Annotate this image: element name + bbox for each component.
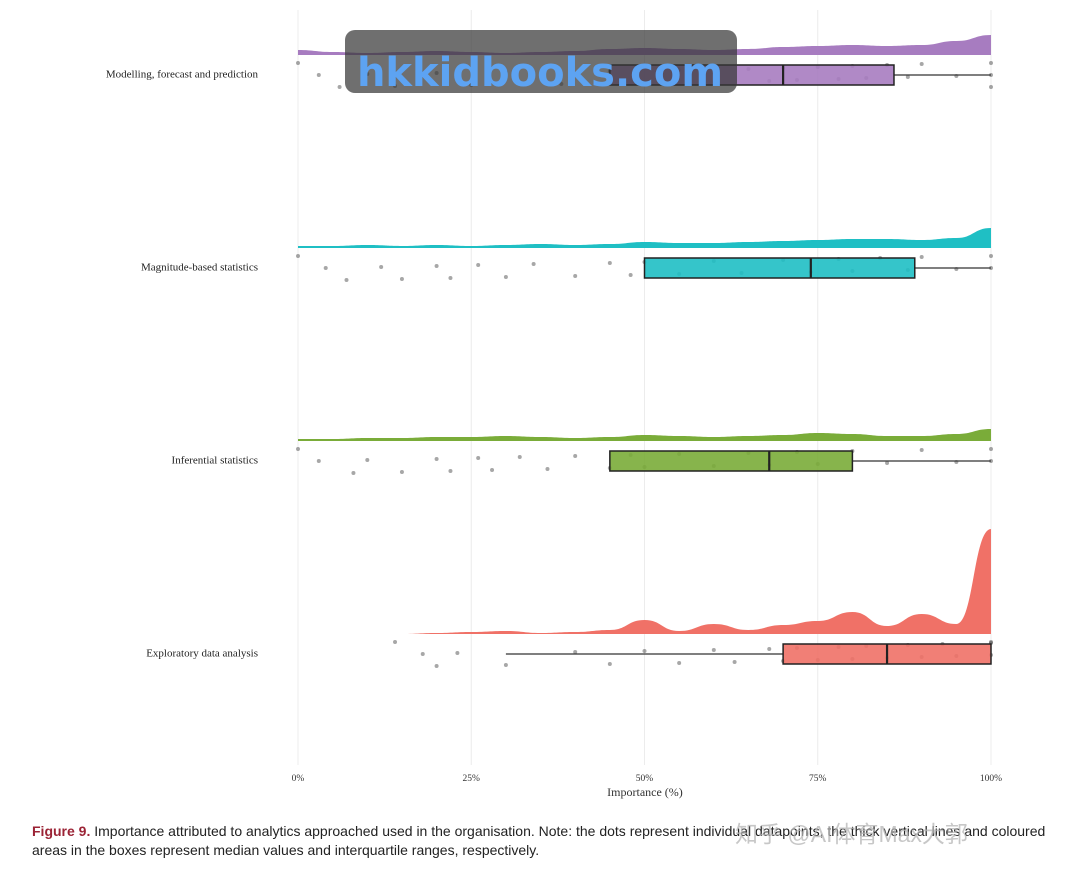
data-point	[989, 459, 993, 463]
data-point	[919, 255, 924, 259]
data-point	[885, 461, 890, 465]
x-tick-label: 100%	[980, 774, 1002, 784]
watermark: hkkidbooks.com	[357, 50, 723, 96]
data-point	[316, 459, 321, 463]
watermark-box	[345, 30, 737, 93]
data-point	[365, 458, 370, 462]
data-point	[399, 277, 404, 281]
x-tick-label: 0%	[292, 774, 305, 784]
data-point	[573, 650, 578, 654]
data-point	[919, 448, 924, 452]
data-point	[989, 254, 993, 258]
data-point	[954, 460, 959, 464]
data-point	[989, 640, 993, 644]
data-point	[919, 62, 924, 66]
box	[643, 257, 916, 279]
caption-label: Figure 9.	[32, 823, 91, 839]
data-point	[573, 274, 578, 278]
data-point	[989, 61, 993, 65]
data-point	[989, 73, 993, 77]
data-point	[337, 85, 342, 89]
watermark: 知乎 @AI体育Max大郭	[735, 821, 968, 847]
x-tick-label: 50%	[636, 774, 654, 784]
data-point	[379, 265, 384, 269]
data-point	[628, 273, 633, 277]
data-point	[455, 651, 460, 655]
data-point	[420, 652, 425, 656]
data-point	[434, 457, 439, 461]
data-point	[989, 266, 993, 270]
box	[609, 450, 854, 472]
data-point	[344, 278, 349, 282]
density	[298, 429, 991, 441]
data-point	[448, 276, 453, 280]
data-point	[767, 647, 772, 651]
x-tick-label: 25%	[463, 774, 481, 784]
category-label: Inferential statistics	[172, 455, 258, 467]
data-point	[296, 254, 300, 258]
caption: Figure 9. Importance attributed to analy…	[32, 822, 1072, 860]
data-point	[434, 664, 439, 668]
data-point	[711, 648, 716, 652]
data-point	[573, 454, 578, 458]
data-point	[954, 74, 959, 78]
data-point	[989, 85, 993, 89]
data-point	[989, 447, 993, 451]
data-point	[517, 455, 522, 459]
chart: Importance (%) 0% 25% 50% 75% 100% Modelling,…	[106, 10, 1002, 799]
data-point	[323, 266, 328, 270]
x-axis-label: Importance (%)	[607, 785, 683, 799]
data-point	[476, 263, 481, 267]
data-point	[607, 662, 612, 666]
data-point	[296, 447, 300, 451]
data-point	[490, 468, 495, 472]
data-point	[531, 262, 536, 266]
data-point	[476, 456, 481, 460]
data-point	[677, 661, 682, 665]
density	[298, 228, 991, 248]
density	[401, 529, 991, 634]
data-point	[399, 470, 404, 474]
caption-text: Importance attributed to analytics appro…	[32, 823, 1046, 858]
density	[298, 35, 991, 55]
data-point	[448, 469, 453, 473]
data-point	[296, 61, 300, 65]
category-label: Modelling, forecast and prediction	[106, 69, 259, 81]
data-point	[434, 264, 439, 268]
data-point	[393, 640, 398, 644]
x-tick-label: 75%	[809, 774, 827, 784]
data-point	[545, 467, 550, 471]
data-point	[316, 73, 321, 77]
data-point	[954, 267, 959, 271]
data-point	[732, 660, 737, 664]
data-point	[503, 275, 508, 279]
category-label: Magnitude-based statistics	[141, 262, 258, 274]
data-point	[607, 261, 612, 265]
data-point	[905, 75, 910, 79]
data-point	[642, 649, 647, 653]
category-label: Exploratory data analysis	[146, 648, 258, 660]
data-point	[503, 663, 508, 667]
data-point	[351, 471, 356, 475]
